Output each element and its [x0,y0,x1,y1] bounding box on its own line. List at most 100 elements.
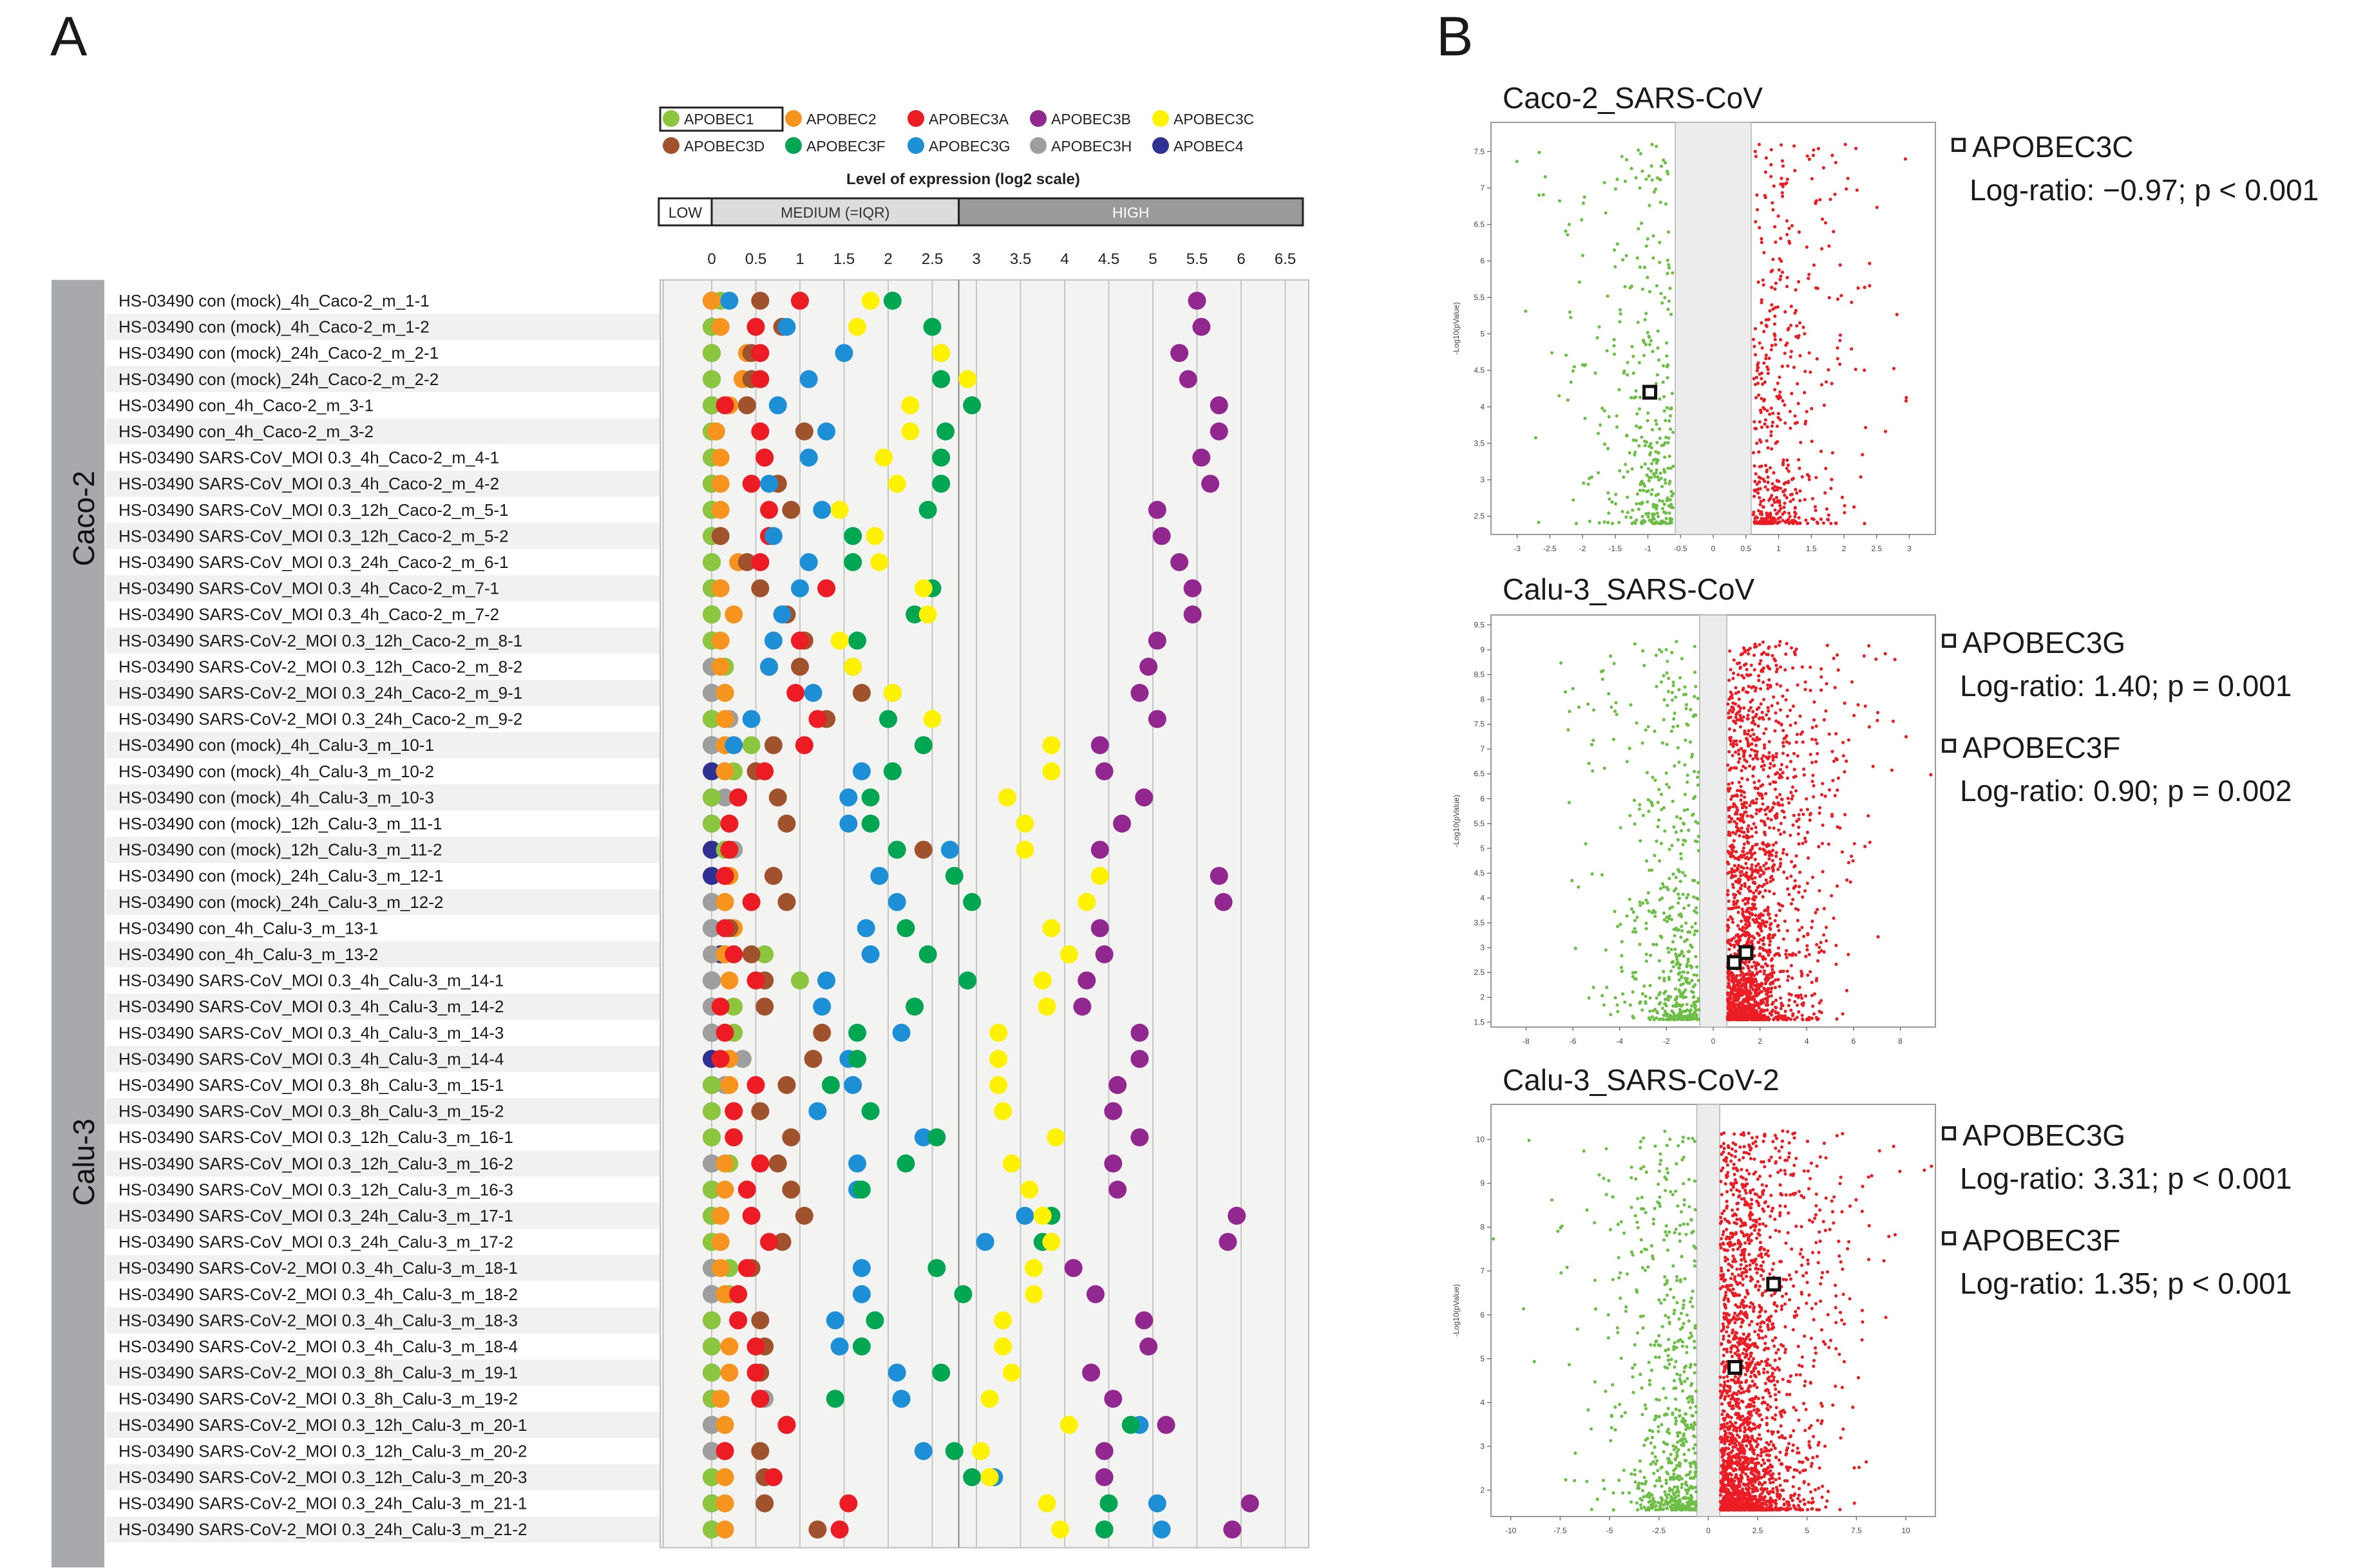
up-regulated-point [1726,787,1730,791]
down-regulated-point [1676,724,1680,728]
up-regulated-point [1768,782,1772,786]
down-regulated-point [1696,697,1700,701]
down-regulated-point [1693,1207,1697,1212]
up-regulated-point [1785,740,1789,744]
expression-dot [1025,1285,1043,1303]
up-regulated-point [1748,754,1753,758]
down-regulated-point [1645,1495,1649,1498]
down-regulated-point [1642,354,1646,357]
up-regulated-point [1851,859,1855,863]
up-regulated-point [1760,240,1763,245]
group-label: Caco-2 [67,471,100,566]
down-regulated-point [1649,1368,1654,1372]
row-band [106,1254,660,1281]
down-regulated-point [1619,1296,1622,1300]
down-regulated-point [1646,724,1650,729]
up-regulated-point [1762,732,1766,735]
down-regulated-point [1631,910,1635,914]
up-regulated-point [1765,997,1769,1001]
up-regulated-point [1743,650,1747,654]
down-regulated-point [1685,1491,1689,1495]
up-regulated-point [1758,687,1763,691]
up-regulated-point [1743,902,1747,906]
up-regulated-point [1738,891,1742,895]
up-regulated-point [1779,822,1783,826]
up-regulated-point [1803,889,1807,893]
down-regulated-point [1677,1461,1681,1465]
down-regulated-point [1593,1221,1597,1225]
legend-marker [663,110,679,127]
up-regulated-point [1780,159,1785,163]
down-regulated-point [1642,1495,1646,1498]
legend-marker [663,137,679,154]
up-regulated-point [1760,955,1764,959]
up-regulated-point [1800,1017,1805,1021]
up-regulated-point [1774,998,1778,1002]
up-regulated-point [1767,740,1771,744]
down-regulated-point [1691,1305,1695,1308]
down-regulated-point [1635,256,1639,260]
up-regulated-point [1766,372,1770,375]
down-regulated-point [1669,1190,1673,1194]
expression-dot [808,1520,827,1539]
expression-dot [954,1285,973,1303]
down-regulated-point [1640,222,1644,225]
expression-dot [751,292,770,310]
down-regulated-point [1641,1314,1645,1318]
down-regulated-point [1662,1298,1667,1301]
expression-dot [817,971,836,990]
down-regulated-point [1687,828,1691,832]
up-regulated-point [1821,165,1825,170]
up-regulated-point [1736,704,1740,708]
up-regulated-point [1785,232,1789,236]
up-regulated-point [1745,1017,1749,1021]
up-regulated-point [1787,893,1791,896]
expression-dot [1078,971,1096,990]
up-regulated-point [1797,950,1801,954]
up-regulated-point [1781,744,1785,748]
expression-dot [703,736,721,755]
down-regulated-point [1690,945,1694,949]
down-regulated-point [1617,1256,1620,1260]
up-regulated-point [1766,990,1770,994]
expression-dot [720,971,739,990]
up-regulated-point [1811,773,1815,777]
y-tick-label: 6 [1480,1310,1485,1319]
up-regulated-point [1791,666,1795,670]
down-regulated-point [1674,695,1678,699]
down-regulated-point [1659,842,1664,845]
down-regulated-point [1653,729,1657,733]
up-regulated-point [1762,1461,1767,1465]
up-regulated-point [1819,247,1824,250]
down-regulated-point [1610,500,1614,504]
highlighted-gene-marker [1738,945,1754,960]
down-regulated-point [1675,1275,1679,1279]
expression-dot [861,945,880,963]
up-regulated-point [1733,952,1737,956]
down-regulated-point [1670,650,1674,654]
up-regulated-point [1836,776,1841,780]
up-regulated-point [1785,641,1789,646]
expression-dot [703,840,721,859]
up-regulated-point [1801,812,1805,817]
up-regulated-point [1727,981,1731,985]
up-regulated-point [1810,994,1814,997]
up-regulated-point [1769,808,1773,812]
expression-dot [703,1468,721,1486]
up-regulated-point [1805,410,1809,413]
down-regulated-point [1661,364,1666,368]
down-regulated-point [1647,174,1651,178]
up-regulated-point [1730,817,1734,821]
up-regulated-point [1742,706,1746,710]
up-regulated-point [1742,849,1745,854]
expression-dot [1059,1415,1078,1434]
row-band [106,1046,660,1072]
up-regulated-point [1798,985,1801,989]
down-regulated-point [1675,954,1678,959]
down-regulated-point [1654,1462,1658,1466]
down-regulated-point [1647,809,1651,813]
down-regulated-point [1667,455,1671,458]
down-regulated-point [1693,921,1698,925]
up-regulated-point [1751,698,1754,702]
up-regulated-point [1772,488,1776,492]
